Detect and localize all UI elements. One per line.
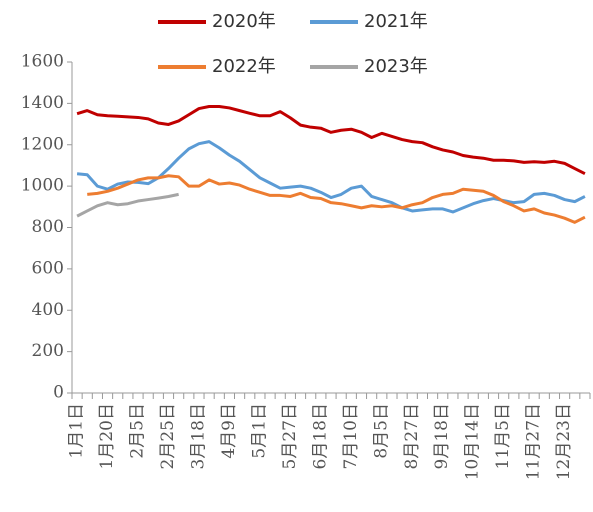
legend-label: 2022年 bbox=[212, 56, 276, 77]
x-tick-label: 7月10日 bbox=[341, 403, 361, 469]
x-tick-label: 3月18日 bbox=[188, 403, 208, 469]
x-tick-label: 11月27日 bbox=[524, 403, 544, 480]
x-tick-label: 9月18日 bbox=[432, 403, 452, 469]
x-tick-label: 1月20日 bbox=[97, 403, 117, 469]
x-tick-label: 1月1日 bbox=[67, 403, 87, 459]
y-tick-label: 800 bbox=[32, 217, 64, 237]
y-tick-label: 1600 bbox=[21, 52, 64, 72]
legend-label: 2021年 bbox=[364, 11, 428, 32]
y-tick-label: 0 bbox=[53, 383, 64, 403]
x-tick-label: 8月5日 bbox=[371, 403, 391, 459]
legend-label: 2020年 bbox=[212, 11, 276, 32]
x-tick-label: 12月23日 bbox=[554, 403, 574, 480]
y-tick-label: 400 bbox=[32, 300, 64, 320]
y-tick-label: 1000 bbox=[21, 176, 64, 196]
x-tick-label: 6月18日 bbox=[310, 403, 330, 469]
y-tick-label: 1400 bbox=[21, 93, 64, 113]
x-tick-label: 2月5日 bbox=[128, 403, 148, 459]
x-tick-label: 4月9日 bbox=[219, 403, 239, 459]
y-tick-label: 200 bbox=[32, 341, 64, 361]
series-line bbox=[76, 104, 586, 176]
y-tick-label: 1200 bbox=[21, 134, 64, 154]
x-tick-label: 5月27日 bbox=[280, 403, 300, 469]
x-tick-label: 11月5日 bbox=[493, 403, 513, 469]
series-line bbox=[87, 174, 586, 224]
y-tick-label: 600 bbox=[32, 258, 64, 278]
legend-label: 2023年 bbox=[364, 56, 428, 77]
series-line bbox=[76, 192, 179, 218]
x-tick-label: 5月1日 bbox=[249, 403, 269, 459]
x-tick-label: 8月27日 bbox=[402, 403, 422, 469]
x-tick-label: 10月14日 bbox=[463, 403, 483, 480]
x-tick-label: 2月25日 bbox=[158, 403, 178, 469]
